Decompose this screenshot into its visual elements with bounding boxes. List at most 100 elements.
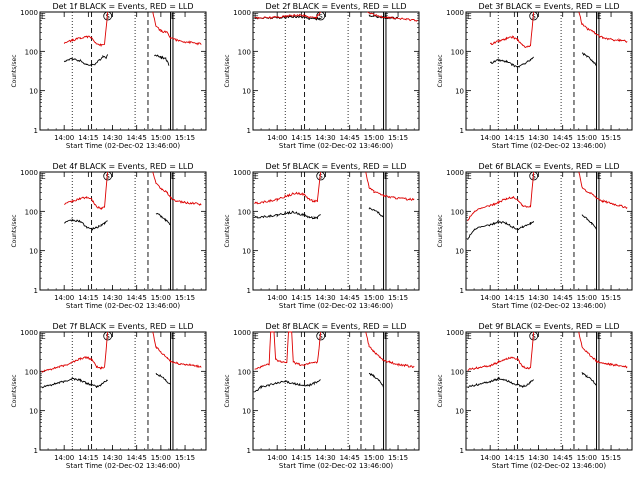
x-tick-label: 15:00 [151, 134, 171, 142]
y-axis-label: Counts/sec [11, 374, 18, 407]
lld-series-line [152, 11, 202, 46]
x-axis-label: Start Time (02-Dec-02 13:46:00) [279, 462, 393, 470]
x-tick-label: 15:15 [388, 454, 408, 462]
events-series-line [154, 54, 170, 66]
y-axis-label: Counts/sec [437, 374, 444, 407]
x-tick-label: 15:00 [364, 294, 384, 302]
x-tick-label: 14:45 [127, 454, 147, 462]
y-tick-label: 100 [25, 368, 38, 376]
y-tick-label: 10 [29, 88, 38, 96]
y-axis-label: Counts/sec [224, 374, 231, 407]
lld-series-line [254, 331, 322, 370]
x-tick-label: 14:45 [127, 134, 147, 142]
x-tick-label: 14:45 [340, 294, 360, 302]
chart-title: Det 3f BLACK = Events, RED = LLD [478, 2, 619, 11]
y-tick-label: 1000 [20, 329, 38, 337]
left-end-marker-label: E [41, 332, 46, 341]
x-tick-label: 14:00 [267, 294, 287, 302]
x-tick-label: 14:30 [315, 454, 335, 462]
plot-frame [252, 331, 420, 451]
y-axis-label: Counts/sec [11, 214, 18, 247]
start-marker-label: S [319, 173, 323, 181]
x-axis-label: Start Time (02-Dec-02 13:46:00) [66, 462, 180, 470]
x-tick-label: 14:15 [291, 294, 311, 302]
x-tick-label: 15:15 [388, 294, 408, 302]
x-tick-label: 14:30 [528, 134, 548, 142]
y-tick-label: 1 [460, 447, 464, 455]
lld-series-line [578, 11, 628, 43]
y-tick-label: 100 [238, 208, 251, 216]
x-tick-label: 14:30 [528, 294, 548, 302]
lld-series-line [467, 171, 535, 222]
detector-chart: Det 3f BLACK = Events, RED = LLD 1 10 100 10… [437, 2, 633, 150]
x-tick-label: 14:00 [480, 454, 500, 462]
x-axis-label: Start Time (02-Dec-02 13:46:00) [66, 302, 180, 310]
y-tick-label: 10 [29, 248, 38, 256]
x-axis-label: Start Time (02-Dec-02 13:46:00) [492, 142, 606, 150]
lld-series-line [365, 171, 415, 201]
x-tick-label: 15:15 [601, 294, 621, 302]
x-tick-label: 14:45 [553, 294, 573, 302]
lld-series-line [64, 171, 109, 211]
x-tick-label: 14:15 [291, 134, 311, 142]
y-tick-label: 1000 [446, 329, 464, 337]
x-tick-label: 14:45 [340, 134, 360, 142]
left-end-marker-label: E [41, 12, 46, 21]
x-tick-label: 14:15 [78, 454, 98, 462]
lld-series-line [152, 171, 202, 206]
chart-title: Det 5f BLACK = Events, RED = LLD [265, 162, 406, 171]
y-tick-label: 1 [247, 287, 251, 295]
left-end-marker-label: E [254, 172, 259, 181]
chart-title: Det 8f BLACK = Events, RED = LLD [265, 322, 406, 331]
lld-series-line [152, 331, 202, 369]
chart-title: Det 4f BLACK = Events, RED = LLD [52, 162, 193, 171]
y-tick-label: 1 [34, 447, 38, 455]
x-tick-label: 14:00 [480, 134, 500, 142]
x-tick-label: 14:15 [504, 454, 524, 462]
x-tick-label: 14:15 [504, 294, 524, 302]
events-series-line [368, 372, 384, 388]
y-tick-label: 1 [34, 127, 38, 135]
end-marker-label: E [384, 172, 389, 181]
y-tick-label: 1 [460, 287, 464, 295]
x-tick-label: 15:00 [151, 294, 171, 302]
y-tick-label: 1 [247, 127, 251, 135]
x-tick-label: 15:00 [577, 454, 597, 462]
y-tick-label: 10 [242, 248, 251, 256]
y-axis-label: Counts/sec [224, 54, 231, 87]
events-series-line [63, 54, 109, 68]
events-series-line [581, 372, 597, 386]
end-marker-label: E [384, 332, 389, 341]
lld-series-line [254, 171, 322, 205]
x-tick-label: 14:00 [54, 454, 74, 462]
events-series-line [489, 56, 535, 69]
y-tick-label: 1 [34, 287, 38, 295]
y-axis-label: Counts/sec [11, 54, 18, 87]
x-tick-label: 15:00 [577, 134, 597, 142]
y-tick-label: 1000 [233, 9, 251, 17]
x-tick-label: 14:30 [102, 454, 122, 462]
events-series-line [155, 372, 171, 385]
events-series-line [467, 219, 535, 240]
lld-series-line [489, 11, 535, 49]
x-tick-label: 15:15 [175, 134, 195, 142]
y-tick-label: 10 [455, 248, 464, 256]
x-tick-label: 14:45 [553, 454, 573, 462]
x-tick-label: 15:15 [175, 454, 195, 462]
left-end-marker-label: E [467, 332, 472, 341]
chart-title: Det 7f BLACK = Events, RED = LLD [52, 322, 193, 331]
x-tick-label: 14:00 [54, 294, 74, 302]
plot-frame [465, 331, 633, 451]
plot-frame [39, 171, 207, 291]
x-tick-label: 14:45 [127, 294, 147, 302]
events-series-line [254, 210, 321, 220]
x-tick-label: 14:45 [340, 454, 360, 462]
y-tick-label: 1000 [20, 169, 38, 177]
detector-chart: Det 4f BLACK = Events, RED = LLD 1 10 100 10… [11, 162, 207, 310]
y-tick-label: 10 [242, 88, 251, 96]
events-series-line [581, 214, 597, 230]
y-tick-label: 10 [242, 408, 251, 416]
x-tick-label: 14:30 [528, 454, 548, 462]
x-tick-label: 14:30 [102, 134, 122, 142]
